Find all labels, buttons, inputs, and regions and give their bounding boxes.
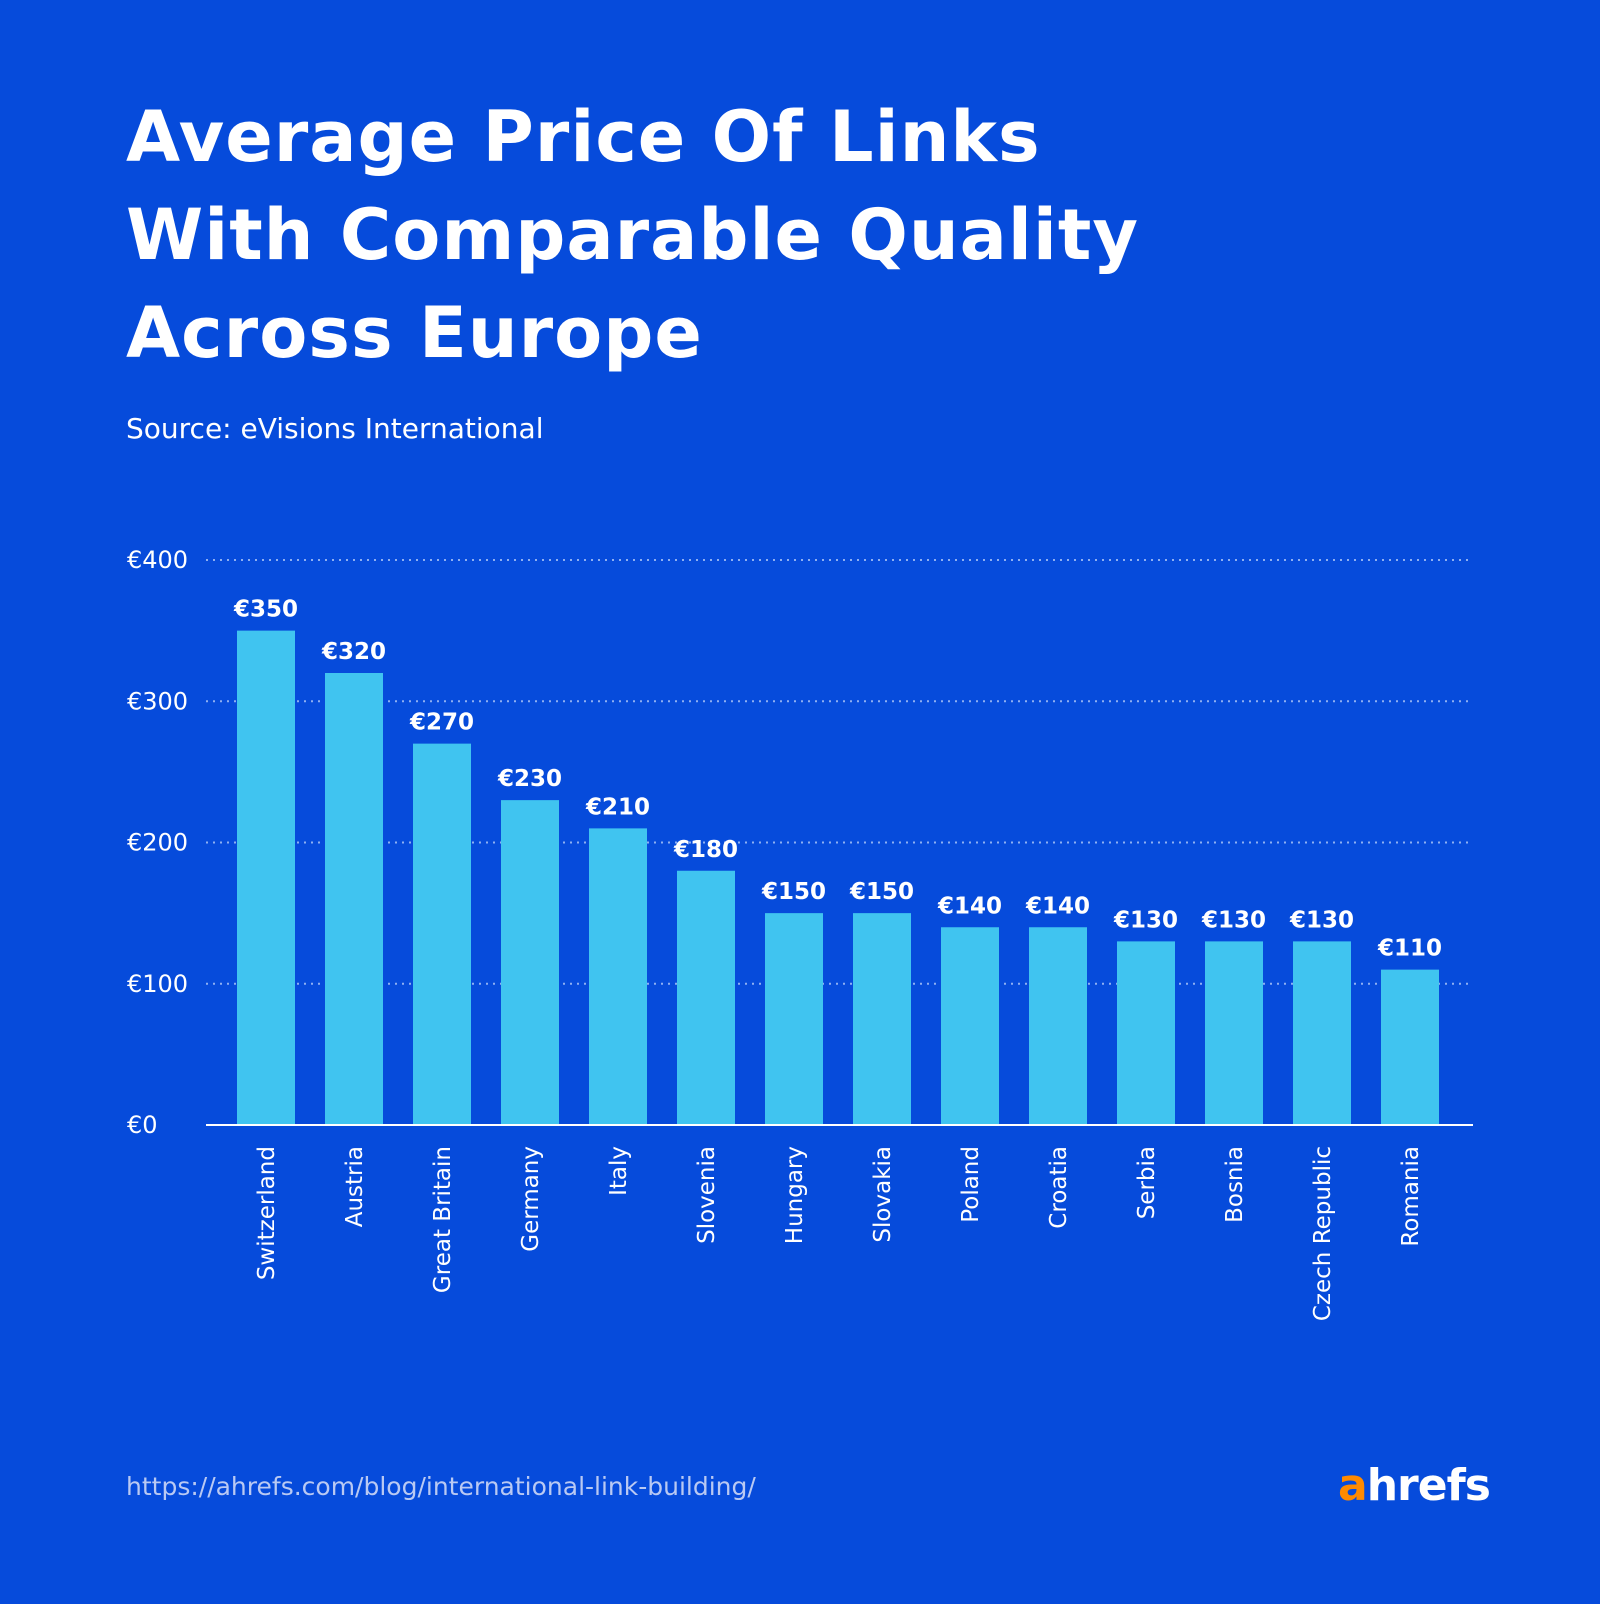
y-tick-label: €400	[127, 546, 188, 574]
value-label: €140	[937, 893, 1002, 919]
bar	[413, 743, 471, 1125]
x-tick-label: Slovenia	[694, 1146, 720, 1244]
y-tick-label: €0	[127, 1111, 158, 1139]
value-label: €210	[585, 794, 650, 820]
value-label: €150	[849, 879, 914, 905]
source-note: Source: eVisions International	[126, 412, 544, 445]
bar	[589, 828, 647, 1125]
y-tick-label: €300	[127, 687, 188, 715]
x-tick-label: Poland	[958, 1146, 984, 1223]
value-label: €130	[1289, 907, 1354, 933]
bar	[677, 870, 735, 1125]
title-line-3: Across Europe	[126, 292, 703, 374]
bar	[941, 927, 999, 1125]
y-tick-label: €200	[127, 829, 188, 857]
ahrefs-logo: ahrefs	[1338, 1460, 1491, 1511]
title-line-1: Average Price Of Links	[126, 96, 1041, 178]
x-tick-label: Hungary	[782, 1146, 808, 1244]
x-tick-label: Great Britain	[430, 1146, 456, 1293]
x-tick-label: Italy	[606, 1146, 632, 1196]
bar	[237, 630, 295, 1125]
footer-url[interactable]: https://ahrefs.com/blog/international-li…	[126, 1472, 756, 1501]
x-tick-label: Switzerland	[254, 1146, 280, 1280]
value-label: €130	[1201, 907, 1266, 933]
bar	[1029, 927, 1087, 1125]
x-tick-label: Austria	[342, 1146, 368, 1227]
bar	[853, 913, 911, 1125]
bar	[1205, 941, 1263, 1125]
x-tick-label: Serbia	[1134, 1146, 1160, 1219]
x-tick-label: Croatia	[1046, 1146, 1072, 1229]
bar	[1381, 969, 1439, 1125]
bar	[325, 673, 383, 1125]
bar	[1117, 941, 1175, 1125]
x-tick-label: Romania	[1398, 1146, 1424, 1247]
value-label: €150	[761, 879, 826, 905]
value-label: €350	[233, 597, 298, 623]
value-label: €130	[1113, 907, 1178, 933]
value-label: €270	[409, 710, 474, 736]
x-tick-label: Slovakia	[870, 1146, 896, 1243]
x-tick-label: Czech Republic	[1310, 1146, 1336, 1321]
chart-title: Average Price Of Links With Comparable Q…	[126, 88, 1139, 382]
bar	[501, 800, 559, 1125]
x-tick-label: Bosnia	[1222, 1146, 1248, 1223]
value-label: €140	[1025, 893, 1090, 919]
value-label: €320	[321, 639, 386, 665]
y-tick-label: €100	[127, 970, 188, 998]
value-label: €110	[1377, 936, 1442, 962]
x-tick-label: Germany	[518, 1146, 544, 1252]
title-line-2: With Comparable Quality	[126, 194, 1139, 276]
value-label: €180	[673, 837, 738, 863]
bar	[765, 913, 823, 1125]
bar	[1293, 941, 1351, 1125]
value-label: €230	[497, 766, 562, 792]
